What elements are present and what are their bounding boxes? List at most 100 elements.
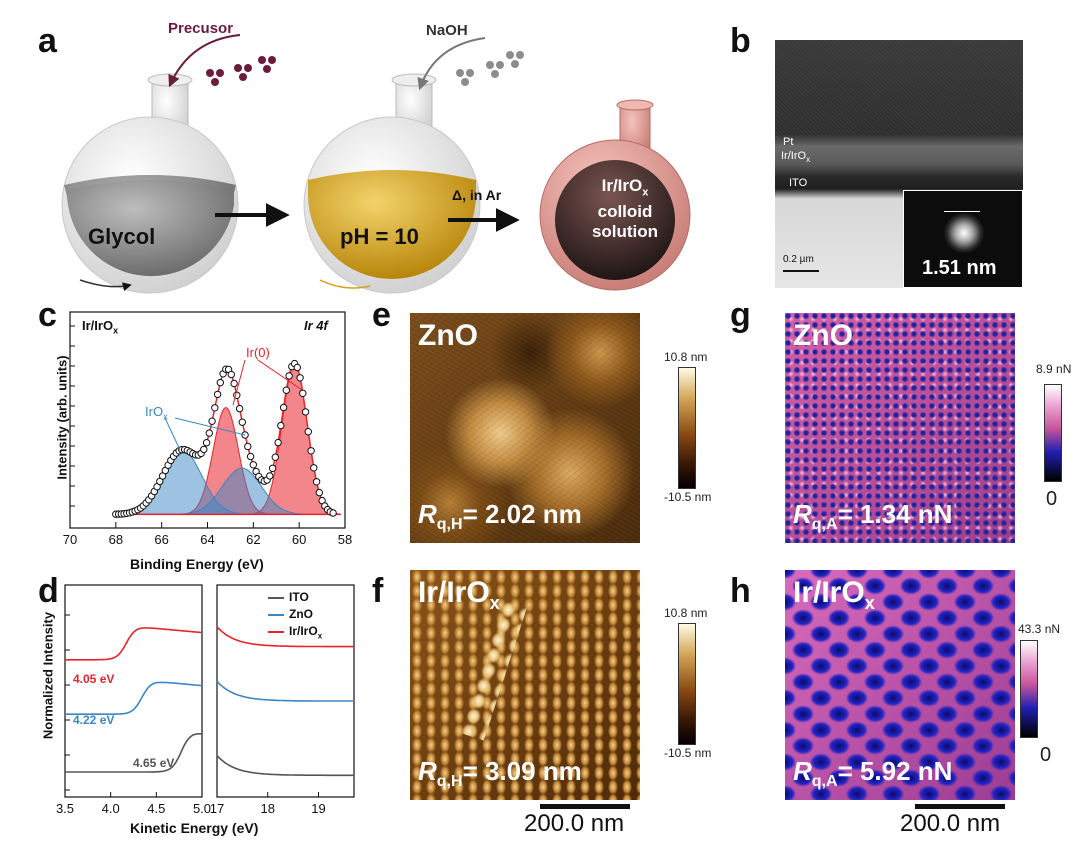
afm-irox-adhesion: Ir/IrOx Rq,A= 5.92 nN bbox=[785, 570, 1015, 800]
tem-inset-arrow bbox=[944, 211, 980, 212]
xps-data-point bbox=[274, 438, 282, 447]
afm-f-scalebar-label: 200.0 nm bbox=[524, 810, 625, 837]
panel-e-label: e bbox=[372, 296, 391, 334]
tem-inset-particle bbox=[944, 213, 984, 253]
afm-f-metric: Rq,H= 3.09 nm bbox=[418, 756, 582, 791]
ups-curve-left-2 bbox=[65, 627, 203, 661]
xps-peak-ir0: Ir(0) bbox=[246, 345, 270, 360]
xps-xtick-label: 58 bbox=[338, 532, 352, 547]
xps-ir0-leader-1 bbox=[232, 359, 246, 406]
afm-f-metric-value: = 3.09 nm bbox=[462, 756, 582, 786]
ups-ylabel: Normalized Intensity bbox=[40, 611, 56, 740]
flask-ph10 bbox=[303, 73, 481, 294]
xps-data-point bbox=[285, 372, 293, 380]
tem-scalebar bbox=[783, 270, 819, 272]
afm-e-metric-sub: q,H bbox=[436, 516, 463, 534]
xps-data-point bbox=[244, 442, 252, 451]
xps-sample-text: Ir/IrO bbox=[82, 318, 114, 333]
afm-f-metric-r: R bbox=[418, 756, 437, 786]
heating-label: Δ, in Ar bbox=[452, 187, 502, 203]
afm-e-grain bbox=[410, 313, 640, 543]
panel-g-label: g bbox=[730, 296, 751, 334]
xps-xtick-label: 68 bbox=[109, 532, 123, 547]
afm-h-metric-r: R bbox=[793, 756, 812, 786]
legend-irox-text: Ir/IrO bbox=[289, 624, 318, 638]
xps-chart: 70 68 66 64 62 60 58 bbox=[63, 311, 352, 547]
ups-label-zno: 4.22 eV bbox=[73, 713, 115, 727]
naoh-label: NaOH bbox=[426, 22, 468, 39]
tem-inset-label: 1.51 nm bbox=[922, 257, 997, 279]
legend-irox: Ir/IrOx bbox=[268, 624, 322, 641]
flask-colloid-label: Ir/IrOx colloid solution bbox=[580, 176, 670, 242]
afm-e-cbar-bottom: -10.5 nm bbox=[664, 490, 712, 504]
xps-data-point bbox=[200, 445, 208, 454]
xps-data-point bbox=[304, 428, 312, 436]
tem-layer-ir: Ir/IrOx bbox=[781, 150, 810, 164]
xps-data-point bbox=[268, 464, 277, 473]
xps-xtick-label: 60 bbox=[292, 532, 306, 547]
xps-data-point bbox=[277, 421, 285, 430]
legend-ito-swatch bbox=[268, 596, 284, 599]
afm-g-cbar-top: 8.9 nN bbox=[1036, 362, 1072, 376]
legend-zno-swatch bbox=[268, 613, 284, 616]
xps-sample-sub: x bbox=[113, 325, 119, 336]
xps-ylabel: Intensity (arb. units) bbox=[54, 355, 70, 480]
xps-data-point bbox=[230, 379, 238, 388]
xps-data-point bbox=[246, 452, 255, 461]
colloid-line1: Ir/IrO bbox=[601, 176, 643, 195]
afm-h-metric-value: = 5.92 nN bbox=[837, 756, 953, 786]
xps-xtick-label: 66 bbox=[154, 532, 168, 547]
ups-xtick-right-label: 19 bbox=[311, 801, 325, 816]
ups-curve-right-1 bbox=[216, 680, 354, 702]
afm-zno-height: ZnO Rq,H= 2.02 nm bbox=[410, 313, 640, 543]
xps-data-point bbox=[310, 464, 318, 472]
afm-f-material: Ir/IrOx bbox=[418, 576, 500, 614]
afm-h-colorbar bbox=[1020, 640, 1038, 738]
xps-xtick-label: 70 bbox=[63, 532, 77, 547]
xps-irox-leader-1 bbox=[164, 417, 181, 451]
xps-data-point bbox=[266, 472, 274, 480]
ups-label-irox: 4.05 eV bbox=[73, 672, 115, 686]
colloid-line2: colloid bbox=[597, 202, 653, 222]
xps-xlabel: Binding Energy (eV) bbox=[130, 556, 264, 572]
xps-data-point bbox=[241, 431, 249, 439]
afm-g-colorbar bbox=[1044, 384, 1062, 482]
afm-e-metric-value: = 2.02 nm bbox=[462, 499, 582, 529]
legend-zno-text: ZnO bbox=[289, 607, 313, 621]
afm-f-cbar-top: 10.8 nm bbox=[664, 606, 708, 620]
afm-irox-height: Ir/IrOx Rq,H= 3.09 nm bbox=[410, 570, 640, 800]
afm-h-scalebar bbox=[915, 804, 1005, 809]
xps-data-point bbox=[299, 389, 307, 398]
xps-xtick-label: 64 bbox=[200, 532, 214, 547]
ups-xtick-left-label: 4.0 bbox=[102, 801, 120, 816]
xps-peak-irox-text: IrO bbox=[145, 404, 164, 419]
xps-ir0-leader-2 bbox=[257, 359, 303, 391]
tem-layer-pt: Pt bbox=[783, 136, 794, 148]
flask-glycol bbox=[61, 73, 239, 294]
afm-h-material-sub: x bbox=[864, 593, 875, 613]
ups-xtick-right-label: 18 bbox=[261, 801, 275, 816]
tem-noise bbox=[775, 40, 1023, 140]
flask-ph10-label: pH = 10 bbox=[340, 224, 419, 249]
legend-ito: ITO bbox=[268, 590, 322, 607]
legend-irox-sub: x bbox=[317, 631, 323, 641]
afm-g-metric-sub: q,A bbox=[811, 516, 838, 534]
tem-image: Pt Ir/IrOx ITO 0.2 µm 1.51 nm bbox=[775, 40, 1023, 288]
precursor-label: Precusor bbox=[168, 20, 234, 37]
panel-b-label: b bbox=[730, 22, 751, 60]
afm-h-cbar-top: 43.3 nN bbox=[1018, 622, 1061, 636]
ups-curve-left-0 bbox=[65, 733, 202, 773]
ups-plot-frame-left bbox=[64, 584, 203, 798]
afm-h-scalebar-label: 200.0 nm bbox=[900, 810, 1001, 837]
afm-e-metric-r: R bbox=[418, 499, 437, 529]
xps-sample-label: Ir/IrOx bbox=[82, 318, 118, 336]
xps-xtick-label: 62 bbox=[246, 532, 260, 547]
afm-g-metric: Rq,A= 1.34 nN bbox=[793, 499, 952, 534]
xps-data-point bbox=[301, 408, 310, 416]
afm-g-material: ZnO bbox=[793, 319, 853, 352]
ups-xtick-left-label: 3.5 bbox=[56, 801, 74, 816]
xps-data-point bbox=[279, 403, 288, 412]
afm-f-cbar-bottom: -10.5 nm bbox=[664, 746, 712, 760]
flask-colloid bbox=[539, 99, 691, 291]
afm-f-metric-sub: q,H bbox=[436, 773, 463, 791]
